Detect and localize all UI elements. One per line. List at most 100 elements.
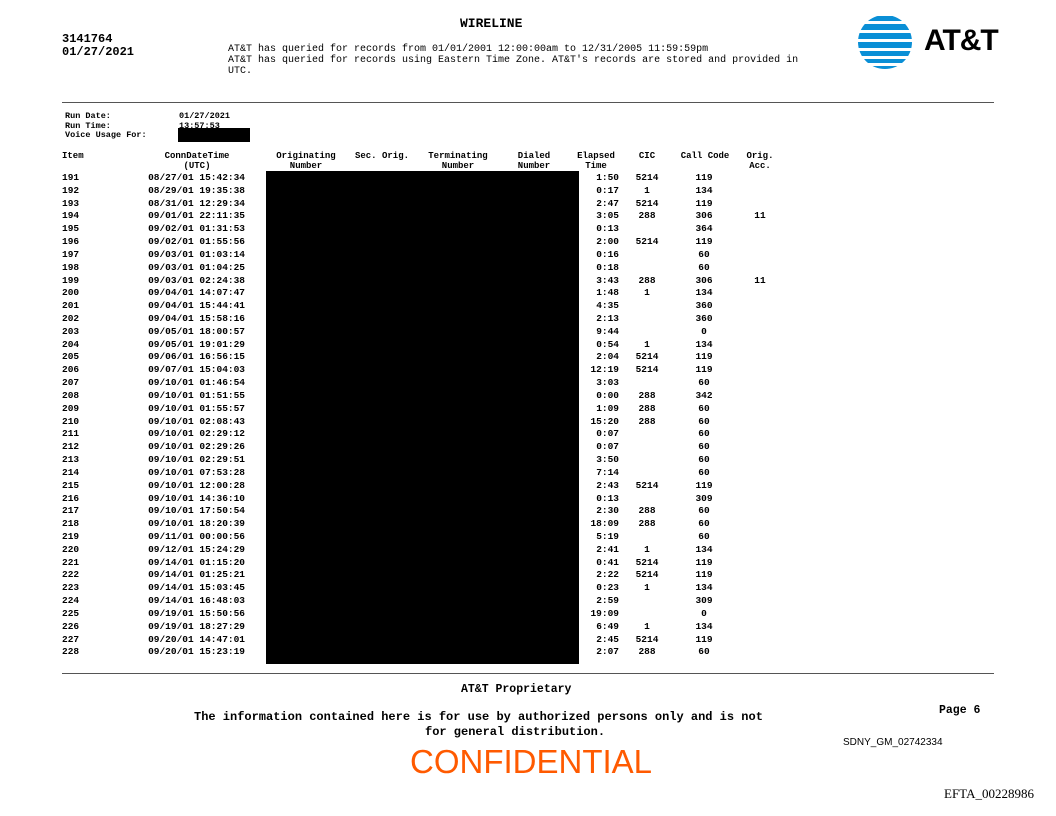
cic-cell: 1	[644, 287, 650, 299]
call-code-cell: 60	[698, 518, 710, 530]
redaction-box	[178, 128, 250, 142]
call-code-cell: 60	[698, 505, 710, 517]
call-code-cell: 119	[695, 569, 713, 581]
elapsed-time-cell: 1:50	[596, 172, 619, 183]
column-header-line1: CIC	[638, 151, 656, 161]
item-cell: 191	[62, 172, 80, 183]
cic-cell: 5214	[635, 364, 659, 376]
column-header-line1: Item	[62, 151, 84, 161]
elapsed-time-cell: 9:44	[596, 325, 619, 337]
cic-cell: 288	[638, 210, 656, 222]
conn-datetime-cell: 09/14/01 01:15:20	[148, 556, 245, 568]
elapsed-time-cell: 6:49	[596, 620, 619, 632]
table-row: 224 09/14/01 16:48:03 2:59 309	[0, 595, 1056, 608]
item-cell: 211	[62, 428, 80, 440]
call-code-cell: 119	[695, 633, 713, 645]
call-code-cell: 60	[698, 646, 710, 658]
table-row: 220 09/12/01 15:24:29 2:41 1 134	[0, 544, 1056, 557]
elapsed-time-cell: 3:50	[596, 454, 619, 466]
cic-cell: 5214	[635, 172, 659, 183]
att-globe-icon	[858, 15, 912, 69]
table-row: 204 09/05/01 19:01:29 0:54 1 134	[0, 339, 1056, 352]
cic-cell: 5214	[635, 556, 659, 568]
item-cell: 214	[62, 466, 80, 478]
conn-datetime-cell: 09/11/01 00:00:56	[148, 530, 245, 542]
table-row: 222 09/14/01 01:25:21 2:22 5214 119	[0, 569, 1056, 582]
call-code-cell: 60	[698, 377, 710, 389]
table-row: 221 09/14/01 01:15:20 0:41 5214 119	[0, 557, 1056, 570]
orig-acc-cell: 11	[754, 274, 766, 286]
table-row: 196 09/02/01 01:55:56 2:00 5214 119	[0, 236, 1056, 249]
column-header-line1: Orig.	[746, 151, 774, 161]
conn-datetime-cell: 09/10/01 02:08:43	[148, 415, 245, 427]
conn-datetime-cell: 09/19/01 15:50:56	[148, 607, 245, 619]
column-header: Sec. Orig.	[332, 151, 432, 161]
elapsed-time-cell: 4:35	[596, 300, 619, 312]
item-cell: 210	[62, 415, 80, 427]
elapsed-time-cell: 1:09	[596, 402, 619, 414]
run-date: 01/27/2021	[179, 111, 231, 121]
confidential-stamp: CONFIDENTIAL	[410, 743, 653, 780]
conn-datetime-cell: 09/10/01 01:55:57	[148, 402, 245, 414]
table-row: 209 09/10/01 01:55:57 1:09 288 60	[0, 403, 1056, 416]
cic-cell: 1	[644, 582, 650, 594]
elapsed-time-cell: 7:14	[596, 466, 619, 478]
item-cell: 218	[62, 518, 80, 530]
conn-datetime-cell: 09/10/01 07:53:28	[148, 466, 245, 478]
elapsed-time-cell: 12:19	[590, 364, 619, 376]
elapsed-time-cell: 0:41	[596, 556, 619, 568]
elapsed-time-cell: 2:43	[596, 479, 619, 491]
call-code-cell: 60	[698, 454, 710, 466]
table-row: 210 09/10/01 02:08:43 15:20 288 60	[0, 416, 1056, 429]
elapsed-time-cell: 2:22	[596, 569, 619, 581]
table-row: 205 09/06/01 16:56:15 2:04 5214 119	[0, 351, 1056, 364]
table-row: 192 08/29/01 19:35:38 0:17 1 134	[0, 185, 1056, 198]
column-header-line2: Time	[585, 161, 607, 171]
conn-datetime-cell: 09/03/01 02:24:38	[148, 274, 245, 286]
call-code-cell: 60	[698, 402, 710, 414]
cic-cell: 1	[644, 184, 650, 196]
call-code-cell: 119	[695, 172, 713, 183]
column-header: Dialed Number	[484, 151, 584, 171]
header-date: 01/27/2021	[62, 45, 135, 59]
table-row: 195 09/02/01 01:31:53 0:13 364	[0, 223, 1056, 236]
elapsed-time-cell: 2:07	[596, 646, 619, 658]
item-cell: 217	[62, 505, 80, 517]
elapsed-time-cell: 0:13	[596, 223, 619, 235]
table-row: 219 09/11/01 00:00:56 5:19 60	[0, 531, 1056, 544]
table-row: 193 08/31/01 12:29:34 2:47 5214 119	[0, 198, 1056, 211]
item-cell: 223	[62, 582, 80, 594]
logo-text: AT&T	[924, 24, 999, 57]
conn-datetime-cell: 08/27/01 15:42:34	[148, 172, 245, 183]
call-code-cell: 134	[695, 582, 713, 594]
call-code-cell: 306	[695, 274, 713, 286]
call-code-cell: 119	[695, 479, 713, 491]
elapsed-time-cell: 2:41	[596, 543, 619, 555]
column-header: Originating Number	[256, 151, 356, 171]
notice-line: UTC.	[228, 66, 253, 77]
elapsed-time-cell: 3:03	[596, 377, 619, 389]
elapsed-time-cell: 2:04	[596, 351, 619, 363]
item-cell: 226	[62, 620, 80, 632]
item-cell: 198	[62, 261, 80, 273]
conn-datetime-cell: 09/05/01 19:01:29	[148, 338, 245, 350]
call-code-cell: 119	[695, 197, 713, 209]
elapsed-time-cell: 0:13	[596, 492, 619, 504]
call-code-cell: 360	[695, 300, 713, 312]
conn-datetime-cell: 09/14/01 15:03:45	[148, 582, 245, 594]
item-cell: 215	[62, 479, 80, 491]
page-number: Page 6	[939, 704, 981, 717]
table-row: 227 09/20/01 14:47:01 2:45 5214 119	[0, 634, 1056, 647]
item-cell: 205	[62, 351, 80, 363]
conn-datetime-cell: 09/10/01 17:50:54	[148, 505, 245, 517]
item-cell: 207	[62, 377, 80, 389]
call-code-cell: 364	[695, 223, 713, 235]
table-row: 202 09/04/01 15:58:16 2:13 360	[0, 313, 1056, 326]
column-header: Call Code	[655, 151, 755, 161]
conn-datetime-cell: 09/10/01 12:00:28	[148, 479, 245, 491]
conn-datetime-cell: 09/02/01 01:55:56	[148, 236, 245, 248]
elapsed-time-cell: 3:05	[596, 210, 619, 222]
distribution-notice-1: The information contained here is for us…	[194, 710, 763, 724]
call-code-cell: 309	[695, 492, 713, 504]
conn-datetime-cell: 09/06/01 16:56:15	[148, 351, 245, 363]
